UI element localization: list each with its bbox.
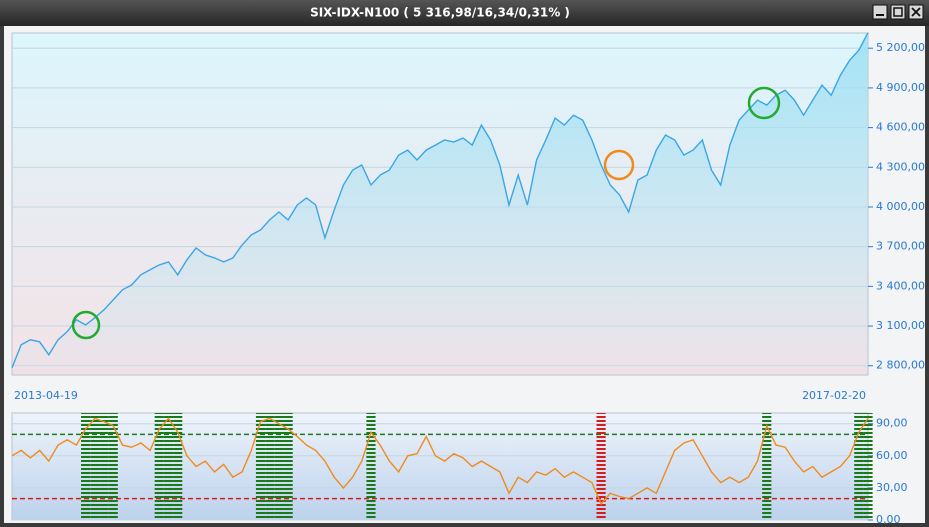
x-tick-label: 2013-04-19: [14, 389, 78, 402]
y-tick-label: 4 600,00: [876, 121, 925, 134]
y-tick-label: 90,00: [876, 417, 908, 430]
overbought-zone: [81, 413, 91, 520]
price-line: [11, 32, 869, 368]
overbought-zone: [366, 413, 376, 520]
maximize-button[interactable]: [890, 4, 906, 20]
y-tick-label: 30,00: [876, 481, 908, 494]
y-tick-label: 3 400,00: [876, 279, 925, 292]
overbought-zone: [99, 413, 109, 520]
oscillator-line: [11, 417, 869, 506]
overbought-zone: [762, 413, 772, 520]
overbought-zone: [265, 413, 275, 520]
overbought-zone: [154, 413, 164, 520]
overbought-zone: [173, 413, 183, 520]
y-tick-label: 3 100,00: [876, 319, 925, 332]
overbought-zone: [863, 413, 873, 520]
overbought-zone: [90, 413, 100, 520]
x-tick-label: 2017-02-20: [802, 389, 866, 402]
price-area: [12, 32, 868, 375]
y-tick-label: 2 800,00: [876, 359, 925, 372]
overbought-zone: [854, 413, 864, 520]
signal-circle: [747, 86, 781, 120]
icon: [893, 7, 903, 17]
window-buttons[interactable]: [872, 4, 924, 20]
y-tick-label: 3 700,00: [876, 240, 925, 253]
signal-circle: [603, 149, 635, 181]
y-tick-label: 60,00: [876, 449, 908, 462]
minimize-button[interactable]: [872, 4, 888, 20]
overbought-zone: [274, 413, 284, 520]
title-bar: [0, 0, 929, 26]
overbought-zone: [255, 413, 266, 520]
oversold-zone: [596, 413, 606, 520]
y-tick-label: 4 300,00: [876, 160, 925, 173]
signal-circle: [71, 310, 101, 340]
overbought-zone: [283, 413, 293, 520]
y-tick-label: 5 200,00: [876, 41, 925, 54]
y-tick-label: 4 000,00: [876, 200, 925, 213]
window-title: SIX-IDX-N100 ( 5 316,98/16,34/0,31% ): [310, 6, 570, 20]
overbought-zone: [163, 413, 174, 520]
overbought-zone: [108, 413, 118, 520]
oscillator-plot: [11, 412, 869, 521]
icon: [911, 7, 921, 17]
y-tick-label: 4 900,00: [876, 81, 925, 94]
y-tick-label: 0,00: [876, 513, 901, 526]
